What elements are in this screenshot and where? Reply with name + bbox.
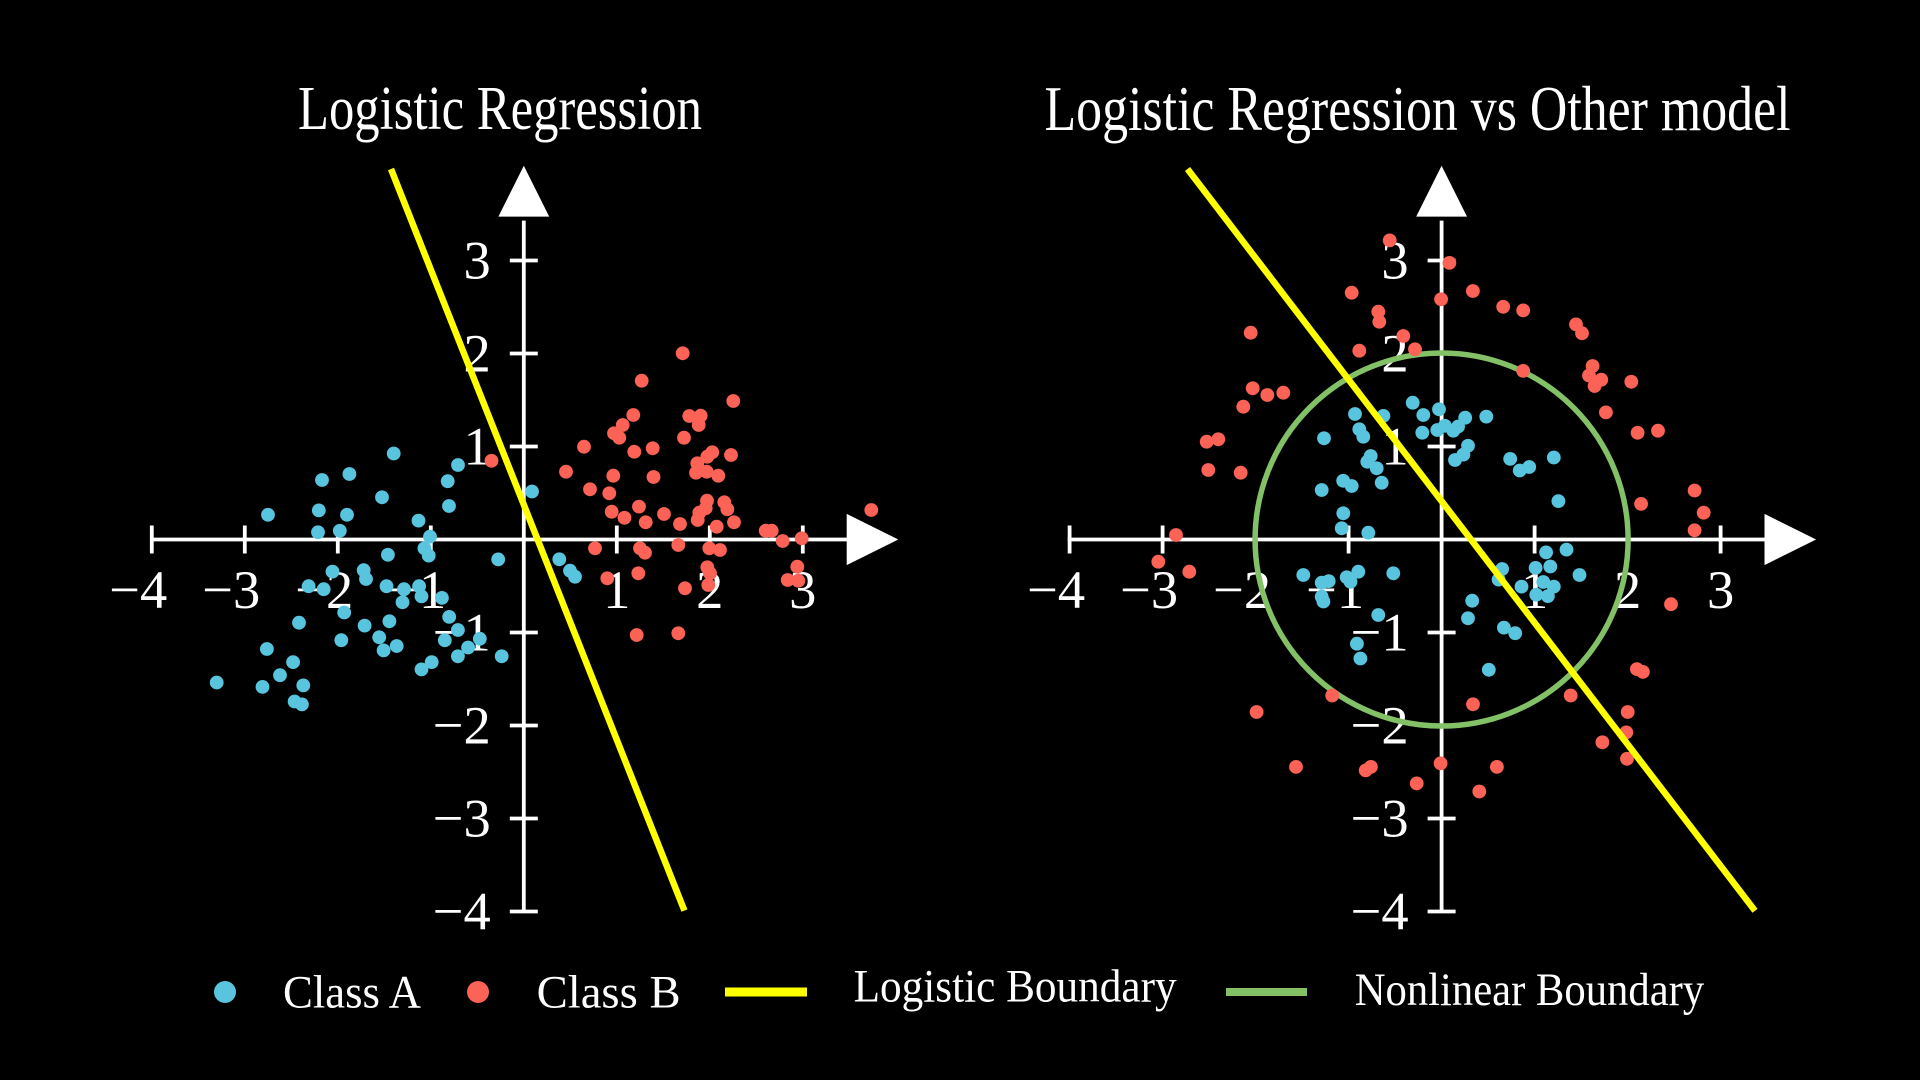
- svg-text:2: 2: [464, 323, 491, 384]
- svg-text:Logistic Regression vs Other m: Logistic Regression vs Other model: [1045, 73, 1791, 144]
- svg-text:Logistic Regression: Logistic Regression: [298, 75, 702, 143]
- svg-text:−4: −4: [109, 559, 167, 620]
- svg-text:3: 3: [1707, 559, 1734, 620]
- svg-text:−4: −4: [1027, 559, 1085, 620]
- svg-text:1: 1: [603, 559, 630, 620]
- svg-text:Nonlinear Boundary: Nonlinear Boundary: [1355, 964, 1705, 1016]
- svg-text:3: 3: [464, 230, 491, 291]
- svg-text:−3: −3: [202, 559, 260, 620]
- svg-text:−4: −4: [1351, 881, 1409, 942]
- svg-text:−3: −3: [1120, 559, 1178, 620]
- svg-text:−4: −4: [433, 881, 491, 942]
- svg-text:−2: −2: [1351, 695, 1409, 756]
- svg-text:Logistic Boundary: Logistic Boundary: [854, 961, 1177, 1013]
- svg-text:−2: −2: [433, 695, 491, 756]
- svg-text:Class A: Class A: [283, 966, 421, 1018]
- svg-text:−3: −3: [433, 788, 491, 849]
- svg-text:Class B: Class B: [537, 966, 681, 1018]
- svg-text:−3: −3: [1351, 788, 1409, 849]
- svg-text:1: 1: [464, 416, 491, 477]
